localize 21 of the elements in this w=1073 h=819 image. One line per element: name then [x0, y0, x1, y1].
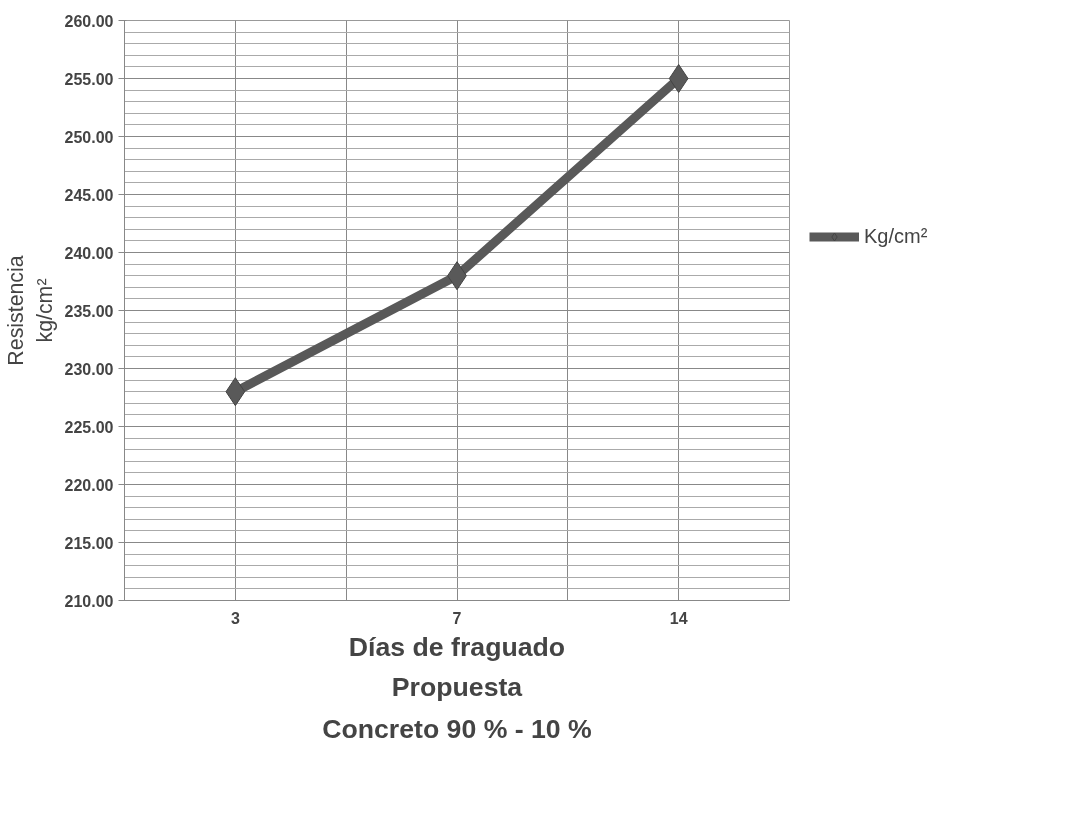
y-tick-label: 255.00 [64, 70, 114, 88]
y-tick-label: 245.00 [64, 186, 114, 204]
y-tick-label: 250.00 [64, 128, 114, 146]
x-tick-label: 14 [669, 609, 688, 627]
text: Propuesta [391, 671, 523, 702]
y-tick-label: 260.00 [64, 12, 114, 30]
x-axis-title: Días de fraguado [348, 631, 566, 662]
y-tick-label: 240.00 [64, 244, 114, 262]
point [668, 64, 689, 93]
y-tick-label: 220.00 [64, 476, 114, 494]
x-tick-label: 3 [230, 609, 240, 627]
y-tick-label: 215.00 [64, 534, 114, 552]
point [225, 377, 246, 407]
text: Concreto 90 % - 10 % [322, 713, 592, 744]
y-tick-label: 230.00 [64, 360, 114, 378]
x-tick-label: 7 [452, 609, 462, 627]
y-tick-label: 225.00 [64, 418, 114, 436]
y-tick-label: 210.00 [64, 592, 114, 610]
y-axis-title: Resistencia kg/cm² [3, 255, 57, 366]
legend-label: Kg/cm² [864, 224, 928, 248]
y-tick-label: 235.00 [64, 302, 114, 320]
